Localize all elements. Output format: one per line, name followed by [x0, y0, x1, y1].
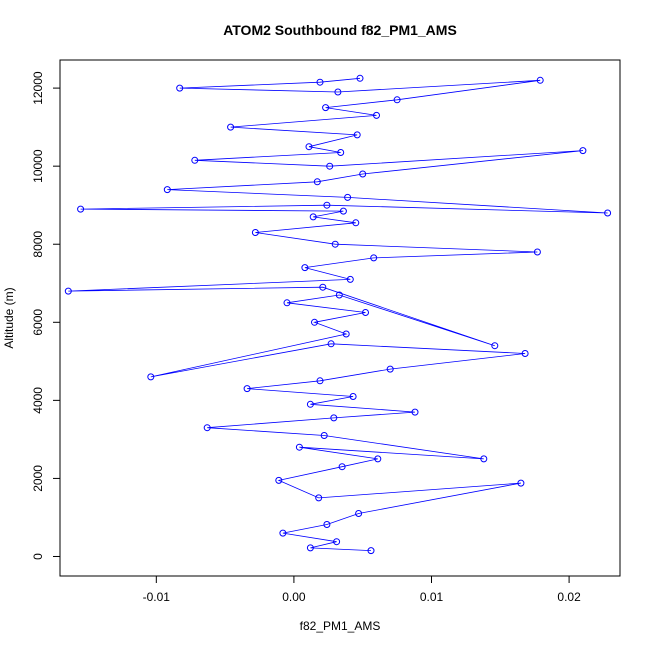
data-point — [295, 443, 303, 451]
y-tick-label: 0 — [31, 553, 45, 560]
data-point — [333, 538, 341, 546]
data-point — [521, 350, 529, 357]
data-point — [373, 111, 380, 119]
x-axis: -0.01 0.00 0.01 0.02 — [143, 575, 581, 604]
y-tick-label: 12000 — [31, 71, 45, 105]
data-point — [353, 131, 361, 139]
data-point — [337, 149, 345, 156]
x-tick-label: -0.01 — [143, 590, 171, 604]
data-point — [279, 529, 287, 537]
x-axis-label: f82_PM1_AMS — [300, 619, 381, 633]
data-point — [370, 254, 378, 262]
data-point — [311, 318, 318, 326]
data-point — [374, 455, 382, 463]
data-point — [367, 547, 375, 555]
data-point — [243, 385, 251, 393]
data-point — [227, 123, 235, 131]
chart-title: ATOM2 Southbound f82_PM1_AMS — [223, 22, 457, 38]
data-point — [334, 88, 342, 96]
data-point — [316, 377, 324, 385]
data-point — [64, 287, 72, 295]
data-point — [251, 229, 259, 236]
data-point — [480, 455, 488, 463]
data-point — [316, 78, 324, 86]
x-tick-label: 0.02 — [557, 590, 581, 604]
y-axis: 0 2000 4000 6000 8000 10000 12000 — [31, 71, 61, 560]
data-point — [319, 283, 327, 291]
data-point — [331, 240, 339, 248]
data-point — [346, 275, 354, 283]
data-point — [191, 156, 199, 164]
data-point — [330, 414, 338, 422]
data-point — [320, 432, 328, 439]
data-point — [176, 84, 184, 92]
y-tick-label: 6000 — [31, 309, 45, 336]
series-line — [68, 77, 608, 551]
data-point — [533, 248, 541, 256]
data-point — [77, 205, 85, 213]
x-tick-label: 0.00 — [282, 590, 306, 604]
y-tick-label: 10000 — [31, 149, 45, 183]
y-tick-label: 2000 — [31, 465, 45, 492]
data-point — [313, 178, 321, 186]
data-point — [306, 400, 314, 408]
data-point — [315, 494, 323, 502]
data-point — [301, 264, 309, 272]
data-point — [335, 291, 343, 299]
data-layer — [64, 74, 612, 555]
plot-frame — [59, 59, 621, 577]
data-point — [355, 510, 363, 517]
data-point — [517, 479, 525, 487]
x-tick-label: 0.01 — [420, 590, 444, 604]
data-point — [309, 213, 317, 221]
data-point — [326, 162, 334, 170]
data-point — [323, 521, 331, 528]
data-point — [163, 186, 171, 194]
data-point — [342, 330, 350, 338]
data-point — [323, 201, 331, 209]
data-point — [306, 544, 314, 552]
data-point — [359, 170, 367, 178]
y-tick-label: 4000 — [31, 387, 45, 414]
data-point — [362, 309, 369, 316]
data-point — [579, 147, 587, 155]
data-point — [604, 209, 612, 217]
data-point — [344, 193, 352, 201]
data-point — [386, 365, 394, 373]
data-point — [536, 76, 544, 84]
data-point — [349, 393, 357, 400]
y-tick-label: 8000 — [31, 231, 45, 258]
data-point — [147, 373, 155, 381]
y-axis-label: Altitude (m) — [2, 287, 16, 348]
data-point — [283, 299, 291, 307]
data-point — [339, 207, 347, 215]
data-point — [275, 476, 283, 484]
data-point — [411, 408, 419, 416]
data-point — [393, 96, 401, 104]
data-point — [203, 424, 211, 432]
data-point — [322, 104, 330, 112]
data-point — [356, 74, 364, 82]
data-point — [327, 340, 335, 348]
data-point — [352, 219, 360, 227]
data-point — [305, 143, 313, 151]
data-point — [491, 342, 499, 350]
data-point — [338, 463, 346, 471]
